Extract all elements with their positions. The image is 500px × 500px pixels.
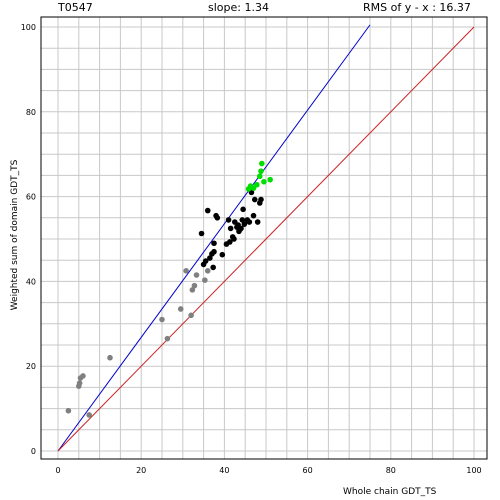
y-axis-label: Weighted sum of domain GDT_TS — [10, 159, 20, 310]
x-tick-label: 60 — [303, 466, 313, 475]
data-point — [246, 219, 253, 225]
data-point — [240, 206, 246, 213]
data-point — [189, 287, 196, 293]
y-tick-label: 20 — [26, 362, 36, 371]
data-point — [251, 196, 258, 203]
data-point — [250, 212, 257, 219]
data-point — [267, 176, 273, 183]
x-axis-label: Whole chain GDT_TS — [343, 487, 437, 497]
data-point — [214, 215, 221, 221]
data-point — [198, 230, 205, 237]
data-point — [254, 181, 260, 188]
data-point — [261, 178, 267, 185]
y-tick-label: 40 — [26, 277, 36, 286]
data-point — [80, 373, 86, 379]
data-point — [225, 217, 232, 223]
data-point — [231, 236, 237, 242]
rms-readout: RMS of y - x : 16.37 — [363, 1, 471, 14]
data-point — [183, 268, 189, 274]
grid — [41, 17, 487, 459]
data-point — [259, 160, 265, 167]
data-point — [227, 239, 233, 245]
data-point — [256, 173, 263, 180]
data-point — [241, 221, 248, 227]
x-tick-label: 100 — [466, 466, 481, 475]
data-point — [191, 282, 198, 289]
data-point — [211, 240, 217, 247]
data-point — [254, 219, 261, 225]
data-point — [239, 217, 246, 223]
fit-line — [57, 24, 371, 452]
x-tick-label: 40 — [219, 466, 229, 475]
target-id: T0547 — [57, 1, 93, 14]
data-point — [202, 258, 209, 264]
data-points — [65, 160, 273, 418]
data-point — [164, 335, 171, 342]
x-tick-label: 0 — [55, 466, 60, 475]
x-tick-label: 20 — [136, 466, 146, 475]
data-point — [76, 380, 83, 386]
y-tick-label: 80 — [26, 108, 36, 117]
reference-lines — [57, 24, 475, 452]
data-point — [107, 354, 113, 361]
data-point — [204, 207, 211, 214]
data-point — [193, 272, 200, 278]
tick-labels: 0 20 40 60 80 100 0 20 40 60 80 100 — [21, 23, 482, 475]
data-point — [238, 225, 244, 232]
y-tick-label: 60 — [26, 193, 36, 202]
y-tick-label: 0 — [31, 447, 36, 456]
data-point — [258, 196, 264, 203]
identity-line — [57, 26, 475, 452]
data-point — [211, 248, 217, 255]
data-point — [219, 251, 226, 258]
data-point — [159, 316, 165, 323]
data-point — [202, 277, 208, 283]
data-point — [177, 306, 184, 312]
slope-readout: slope: 1.34 — [208, 1, 269, 14]
x-tick-label: 80 — [386, 466, 396, 475]
data-point — [188, 312, 194, 319]
plot-frame — [40, 16, 488, 460]
data-point — [86, 412, 92, 418]
data-point — [207, 255, 213, 261]
data-point — [204, 268, 211, 274]
data-point — [210, 264, 216, 271]
data-point — [227, 225, 234, 232]
data-point — [258, 168, 264, 174]
data-point — [65, 407, 72, 414]
y-tick-label: 100 — [21, 23, 36, 32]
